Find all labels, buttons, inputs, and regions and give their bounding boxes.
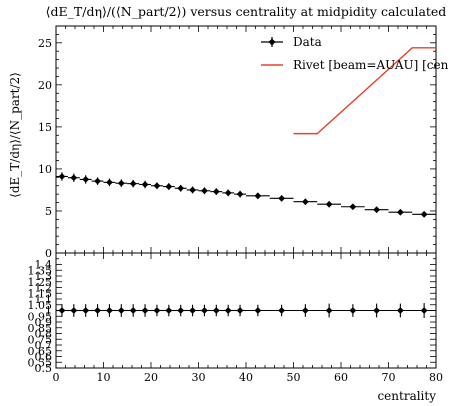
data-point xyxy=(210,188,222,195)
point-marker xyxy=(201,187,208,194)
point-marker xyxy=(397,209,404,216)
point-marker xyxy=(421,211,428,218)
data-point xyxy=(151,182,163,189)
y-axis-label: ⟨dE_T/dη⟩/⟨N_part/2⟩ xyxy=(8,72,22,198)
y-tick-label: 15 xyxy=(38,121,52,134)
data-point xyxy=(56,172,68,180)
point-marker xyxy=(237,191,244,198)
x-tick-label: 10 xyxy=(97,371,111,384)
data-point xyxy=(68,174,80,182)
point-marker xyxy=(59,173,66,180)
point-marker xyxy=(225,189,232,196)
data-point xyxy=(412,211,436,218)
x-tick-label: 20 xyxy=(144,371,158,384)
point-marker xyxy=(189,187,196,194)
y-tick-label: 20 xyxy=(38,79,52,92)
data-point xyxy=(163,183,175,190)
legend-data-marker xyxy=(269,39,276,46)
point-marker xyxy=(302,198,309,205)
legend: Data Rivet [beam=AUAU] [cen xyxy=(261,35,449,72)
data-point xyxy=(294,198,318,205)
point-marker xyxy=(254,192,261,199)
data-point xyxy=(389,209,413,216)
point-marker xyxy=(130,180,137,187)
legend-data-label: Data xyxy=(293,35,322,49)
point-marker xyxy=(142,181,149,188)
point-marker xyxy=(106,179,113,186)
legend-rivet-label: Rivet [beam=AUAU] [cen xyxy=(293,58,449,72)
point-marker xyxy=(154,182,161,189)
x-tick-label: 0 xyxy=(53,371,60,384)
data-point xyxy=(246,192,270,199)
y-tick-label: 25 xyxy=(38,37,52,50)
data-point xyxy=(80,175,92,183)
x-tick-label: 70 xyxy=(382,371,396,384)
legend-entry-data: Data xyxy=(261,35,322,49)
data-point xyxy=(139,181,151,189)
x-tick-label: 30 xyxy=(192,371,206,384)
data-point xyxy=(365,206,389,213)
data-point xyxy=(187,187,199,194)
x-tick-label: 40 xyxy=(239,371,253,384)
data-point xyxy=(175,185,187,192)
data-point xyxy=(115,179,127,187)
point-marker xyxy=(326,201,333,208)
point-marker xyxy=(213,188,220,195)
y-tick-label: 1.4 xyxy=(35,259,53,272)
data-point xyxy=(270,195,294,202)
point-marker xyxy=(165,183,172,190)
data-point xyxy=(199,187,211,194)
point-marker xyxy=(373,206,380,213)
point-marker xyxy=(70,174,77,181)
x-axis-label: centrality xyxy=(377,389,436,403)
legend-entry-rivet: Rivet [beam=AUAU] [cen xyxy=(261,58,449,72)
point-marker xyxy=(278,195,285,202)
y-tick-label: 10 xyxy=(38,163,52,176)
data-point xyxy=(317,201,341,208)
data-point xyxy=(234,191,246,198)
x-tick-label: 50 xyxy=(287,371,301,384)
chart-title: ⟨dE_T/dη⟩/(⟨N_part/2⟩) versus centrality… xyxy=(46,4,447,19)
point-marker xyxy=(118,180,125,187)
data-point xyxy=(92,177,104,185)
ratio-plot: 0 10 20 30 40 50 60 70 800.50.550.60.650.70.750.… xyxy=(28,253,444,384)
x-tick-label: 80 xyxy=(429,371,443,384)
x-tick-label: 60 xyxy=(334,371,348,384)
data-point xyxy=(341,203,365,210)
point-marker xyxy=(94,178,101,185)
point-marker xyxy=(349,203,356,210)
data-point xyxy=(127,180,139,188)
y-tick-label: 5 xyxy=(45,205,52,218)
point-marker xyxy=(82,176,89,183)
point-marker xyxy=(177,185,184,192)
data-point xyxy=(104,179,116,187)
data-point xyxy=(222,189,234,196)
